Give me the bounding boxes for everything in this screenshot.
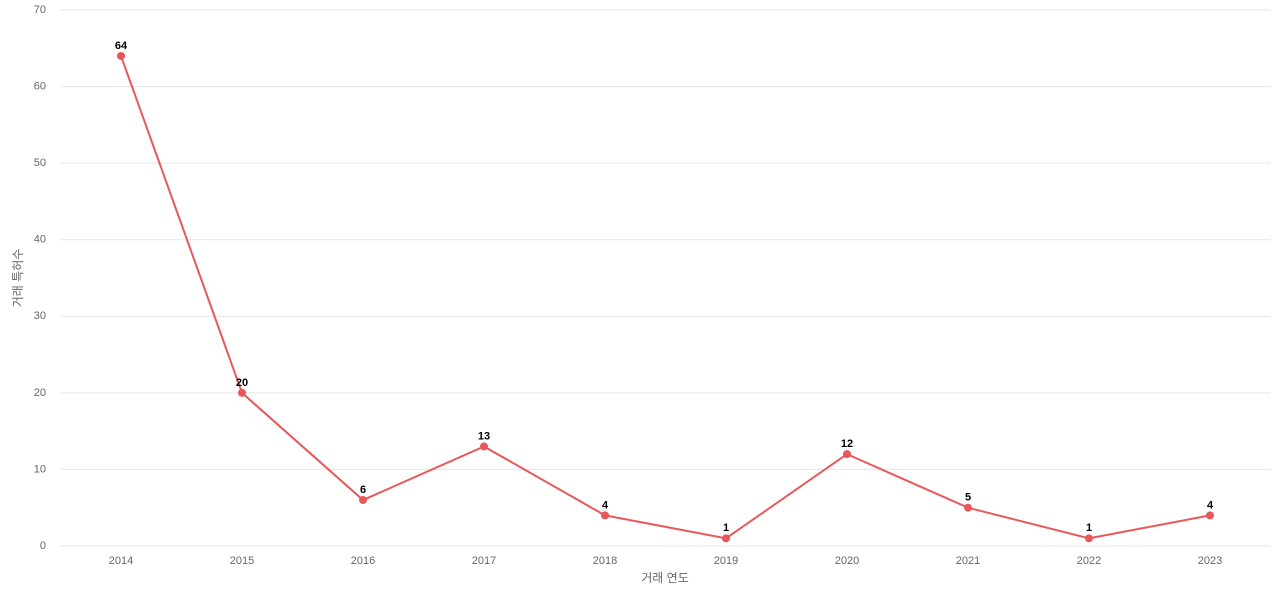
point [238, 388, 246, 397]
point [1085, 534, 1093, 543]
x-tick-label: 2016 [351, 555, 375, 567]
y-axis-title: 거래 특허수 [11, 249, 25, 308]
y-tick-label: 30 [34, 310, 46, 322]
value-label: 6 [360, 484, 366, 496]
x-tick-label: 2019 [714, 555, 738, 567]
value-label: 4 [602, 499, 609, 511]
value-label: 5 [965, 492, 971, 504]
x-tick-label: 2015 [230, 555, 254, 567]
point [964, 503, 972, 512]
x-tick-label: 2021 [956, 555, 980, 567]
y-tick-label: 60 [34, 80, 46, 92]
x-tick-label: 2022 [1077, 555, 1101, 567]
point [359, 496, 367, 505]
value-label: 13 [478, 430, 490, 442]
value-label: 1 [1086, 522, 1092, 534]
x-tick-label: 2023 [1198, 555, 1222, 567]
value-label: 4 [1207, 499, 1214, 511]
value-label: 64 [115, 40, 128, 52]
y-tick-label: 40 [34, 234, 46, 246]
value-label: 12 [841, 438, 853, 450]
point [480, 442, 488, 451]
point [843, 450, 851, 459]
y-tick-label: 20 [34, 387, 46, 399]
x-tick-label: 2018 [593, 555, 617, 567]
y-tick-label: 0 [40, 540, 46, 552]
value-label: 20 [236, 377, 248, 389]
y-tick-label: 70 [34, 4, 46, 16]
point [601, 511, 609, 520]
point [722, 534, 730, 543]
y-tick-label: 50 [34, 157, 46, 169]
x-tick-label: 2014 [109, 555, 133, 567]
point [1206, 511, 1214, 520]
point [117, 51, 125, 60]
line [120, 55, 1211, 540]
x-axis-title: 거래 연도 [641, 571, 689, 585]
y-tick-label: 10 [34, 463, 46, 475]
x-tick-label: 2017 [472, 555, 496, 567]
value-label: 1 [723, 522, 729, 534]
x-tick-label: 2020 [835, 555, 859, 567]
